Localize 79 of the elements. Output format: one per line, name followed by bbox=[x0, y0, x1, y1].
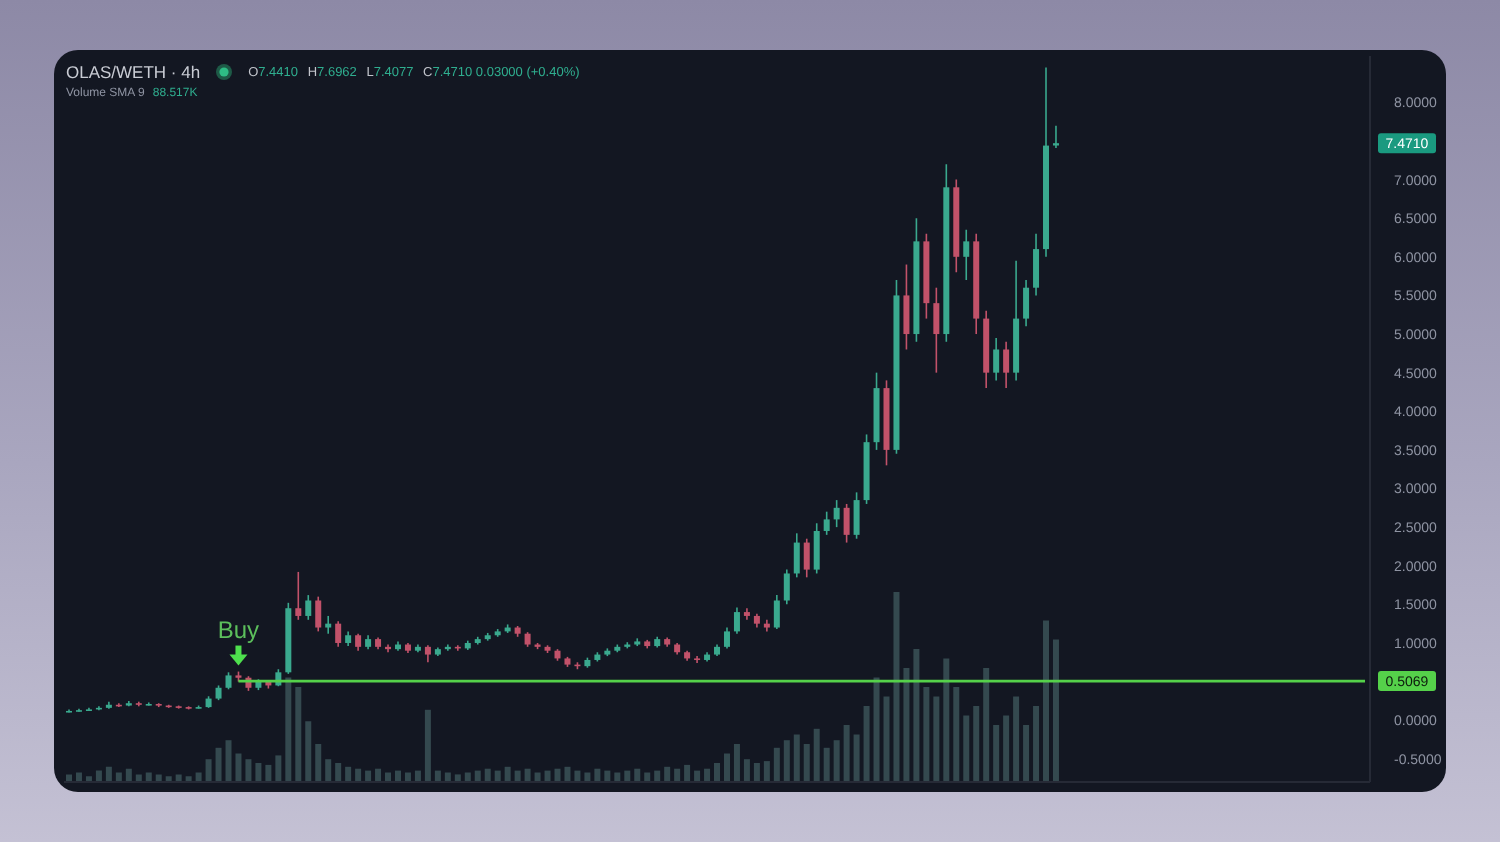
candlestick bbox=[1052, 125, 1059, 149]
candlestick bbox=[335, 620, 342, 648]
bar bbox=[1003, 715, 1010, 782]
bar bbox=[973, 706, 980, 782]
bar bbox=[355, 768, 362, 782]
bar bbox=[504, 766, 511, 782]
candlestick bbox=[963, 228, 970, 281]
bar bbox=[773, 747, 780, 782]
bar bbox=[135, 774, 142, 782]
bar bbox=[823, 747, 830, 782]
bar bbox=[684, 764, 691, 782]
bar bbox=[783, 740, 790, 782]
candlestick bbox=[843, 503, 850, 544]
bar bbox=[66, 774, 72, 782]
bar bbox=[1023, 725, 1030, 782]
bar bbox=[424, 709, 431, 782]
bar bbox=[763, 761, 770, 782]
bar bbox=[893, 592, 900, 782]
bar bbox=[1043, 620, 1050, 782]
bar bbox=[743, 759, 750, 782]
bar bbox=[155, 774, 162, 782]
candlestick bbox=[833, 499, 840, 528]
candlestick bbox=[773, 594, 780, 630]
candlestick bbox=[315, 595, 322, 633]
chart-title: OLAS/WETH · 4h bbox=[66, 62, 201, 82]
candlestick bbox=[1003, 340, 1010, 389]
bar bbox=[125, 768, 132, 782]
bar bbox=[674, 768, 681, 782]
candlestick bbox=[1023, 279, 1030, 328]
candlestick bbox=[723, 626, 730, 650]
bar bbox=[963, 715, 970, 782]
bar bbox=[833, 740, 840, 782]
bar bbox=[484, 768, 491, 782]
bar bbox=[983, 668, 990, 782]
candlestick bbox=[733, 606, 740, 635]
bar bbox=[275, 755, 282, 782]
candlestick bbox=[325, 615, 332, 635]
bar bbox=[295, 687, 302, 782]
candlestick bbox=[295, 571, 302, 621]
bar bbox=[1033, 706, 1040, 782]
candlestick bbox=[903, 263, 910, 351]
candlestick bbox=[933, 286, 940, 374]
bar bbox=[175, 774, 182, 782]
bar bbox=[714, 763, 721, 782]
bar bbox=[933, 696, 940, 782]
bar bbox=[1052, 639, 1059, 782]
candlestick bbox=[813, 522, 820, 575]
candlestick bbox=[803, 537, 810, 579]
bar bbox=[733, 744, 740, 782]
bar bbox=[813, 728, 820, 782]
candlestick bbox=[823, 510, 830, 536]
candlestick bbox=[305, 594, 312, 621]
bar bbox=[723, 753, 730, 782]
candlestick bbox=[993, 337, 1000, 382]
bar bbox=[753, 763, 760, 782]
bar bbox=[1013, 696, 1020, 782]
bar bbox=[325, 759, 332, 782]
bar bbox=[793, 734, 800, 782]
bar bbox=[943, 658, 950, 782]
bar bbox=[285, 677, 292, 782]
bar bbox=[105, 766, 112, 782]
candlestick bbox=[694, 655, 701, 664]
bar bbox=[664, 766, 671, 782]
bar bbox=[704, 768, 711, 782]
bar bbox=[993, 725, 1000, 782]
bar bbox=[454, 774, 461, 782]
bar bbox=[345, 766, 352, 782]
candlestick bbox=[1033, 232, 1040, 297]
candlestick bbox=[783, 568, 790, 606]
bar bbox=[634, 768, 641, 782]
bar bbox=[315, 744, 322, 782]
bar bbox=[375, 768, 382, 782]
bar bbox=[953, 687, 960, 782]
annotation: Buy bbox=[217, 615, 260, 644]
candlestick bbox=[793, 532, 800, 579]
bar bbox=[305, 721, 312, 782]
bar bbox=[335, 763, 342, 782]
bar bbox=[803, 744, 810, 782]
candlestick bbox=[853, 491, 860, 540]
